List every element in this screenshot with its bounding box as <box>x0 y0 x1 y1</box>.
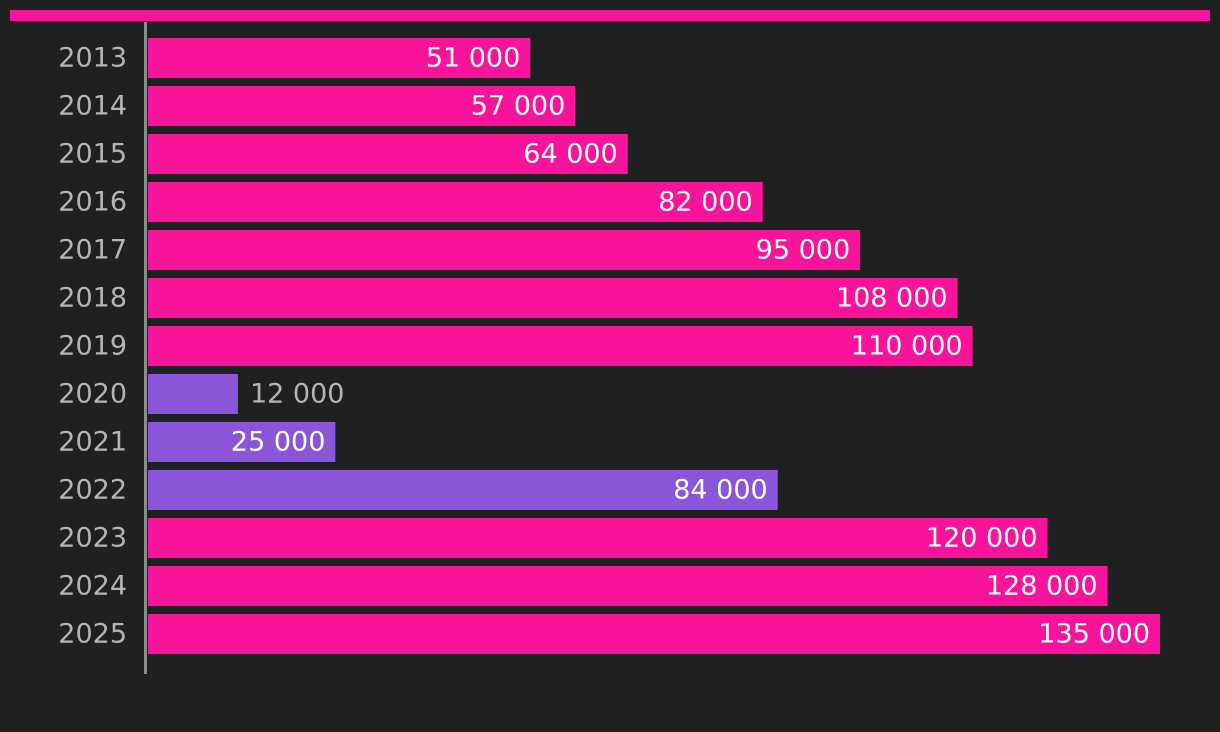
category-label-2022: 2022 <box>58 475 127 506</box>
category-label-2014: 2014 <box>58 91 127 122</box>
bar-2021 <box>148 422 336 462</box>
value-label-2014: 57 000 <box>471 91 565 122</box>
bar-2023 <box>148 518 1048 558</box>
bar-2024 <box>148 566 1108 606</box>
value-label-2023: 120 000 <box>926 523 1038 554</box>
category-axis-line <box>144 22 147 674</box>
bar-2022 <box>148 470 778 510</box>
category-label-2015: 2015 <box>58 139 127 170</box>
bar-2019 <box>148 326 973 366</box>
bar-2020 <box>148 374 238 414</box>
value-label-2020: 12 000 <box>250 379 344 410</box>
value-label-2022: 84 000 <box>673 475 767 506</box>
bar-2016 <box>148 182 763 222</box>
labels-group: 2013 51 000 2014 57 000 2015 64 000 2016 82 000… <box>58 43 1150 650</box>
bars-group <box>148 38 1160 654</box>
category-label-2017: 2017 <box>58 235 127 266</box>
category-label-2013: 2013 <box>58 43 127 74</box>
bar-2013 <box>148 38 531 78</box>
value-label-2025: 135 000 <box>1038 619 1150 650</box>
category-label-2019: 2019 <box>58 331 127 362</box>
value-label-2019: 110 000 <box>851 331 963 362</box>
bar-2017 <box>148 230 861 270</box>
value-label-2015: 64 000 <box>523 139 617 170</box>
category-label-2020: 2020 <box>58 379 127 410</box>
category-label-2018: 2018 <box>58 283 127 314</box>
category-label-2025: 2025 <box>58 619 127 650</box>
category-label-2023: 2023 <box>58 523 127 554</box>
value-label-2021: 25 000 <box>231 427 325 458</box>
bar-2015 <box>148 134 628 174</box>
category-label-2024: 2024 <box>58 571 127 602</box>
bar-2014 <box>148 86 576 126</box>
category-label-2016: 2016 <box>58 187 127 218</box>
bar-2018 <box>148 278 958 318</box>
value-label-2013: 51 000 <box>426 43 520 74</box>
category-label-2021: 2021 <box>58 427 127 458</box>
axis-group <box>144 22 147 674</box>
bar-2025 <box>148 614 1160 654</box>
value-label-2017: 95 000 <box>756 235 850 266</box>
value-label-2016: 82 000 <box>658 187 752 218</box>
value-label-2024: 128 000 <box>986 571 1098 602</box>
top-accent-rule <box>10 10 1210 21</box>
value-label-2018: 108 000 <box>836 283 948 314</box>
